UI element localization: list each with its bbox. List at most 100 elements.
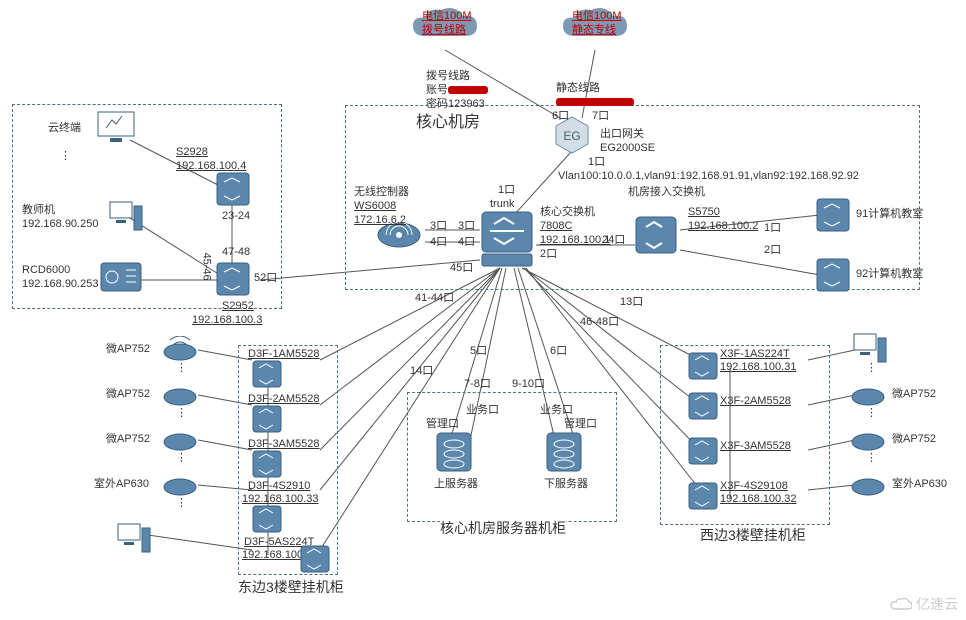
down-server — [544, 430, 584, 474]
dial-pwd: 密码123963 — [426, 98, 485, 111]
core-p3r: 3口 — [458, 220, 475, 233]
core-p5: 5口 — [470, 345, 487, 358]
zone-east-title: 东边3楼壁挂机柜 — [238, 577, 344, 597]
acc-p2: 2口 — [764, 244, 781, 257]
pc-icon — [108, 200, 144, 234]
core-p45: 45口 — [450, 262, 473, 275]
core-p3l: 3口 — [430, 220, 447, 233]
x1-sw — [688, 352, 718, 380]
lap2-icon — [162, 381, 198, 407]
cloud-logo-icon — [890, 596, 912, 612]
switch-icon — [634, 215, 678, 255]
acc-p1: 1口 — [764, 222, 781, 235]
core-ip: 192.168.100.1 — [540, 234, 610, 247]
room92-label: 92计算机教室 — [856, 268, 923, 281]
room-92 — [816, 258, 850, 292]
zone-west-title: 西边3楼壁挂机柜 — [700, 525, 806, 545]
rcd-name: RCD6000 — [22, 264, 70, 277]
wlc-name: 无线控制器 — [354, 186, 409, 199]
wlc-ip: 172.16.6.2 — [354, 214, 406, 227]
rap3: 室外AP630 — [892, 478, 947, 491]
eg-vlan: Vlan100:10.0.0.1,vlan91:192.168.91.91,vl… — [558, 170, 859, 183]
core-p4r: 4口 — [458, 236, 475, 249]
core-p46-48: 46-48口 — [580, 316, 619, 329]
d4-name: D3F-4S2910 — [248, 480, 310, 493]
x3: X3F-3AM5528 — [720, 440, 791, 453]
svg-text:EG: EG — [563, 129, 580, 143]
pc-icon — [852, 332, 888, 366]
s2952-p52: 52口 — [254, 272, 277, 285]
teacher-name: 教师机 — [22, 204, 55, 217]
core-model: 7808C — [540, 220, 572, 233]
acc-ip: 192.168.100.2 — [688, 220, 758, 233]
rap2: 微AP752 — [892, 433, 936, 446]
teacher-ip: 192.168.90.250 — [22, 218, 98, 231]
d1-sw — [252, 360, 282, 388]
core-p6: 6口 — [550, 345, 567, 358]
lap4-icon — [162, 471, 198, 497]
x4-name: X3F-4S29108 — [720, 480, 788, 493]
pc-icon — [116, 522, 152, 556]
core-p13: 13口 — [620, 296, 643, 309]
x2-sw — [688, 392, 718, 420]
s2952-ip: 192.168.100.3 — [192, 314, 262, 327]
x4-ip: 192.168.100.32 — [720, 493, 796, 506]
rcd-ip: 192.168.90.253 — [22, 278, 98, 291]
s2952-p45: 45-46 — [199, 253, 212, 281]
server-icon — [434, 430, 474, 474]
acc-name: 机房接入交换机 — [628, 186, 705, 199]
x1-ip: 192.168.100.31 — [720, 361, 796, 374]
x4-sw — [688, 482, 718, 510]
core-switch — [480, 210, 534, 268]
dots-r2: ⋮ — [866, 452, 877, 465]
up-server — [434, 430, 474, 474]
dots-l2: ⋮ — [176, 407, 187, 420]
d3-sw — [252, 450, 282, 478]
switch-icon — [816, 258, 850, 292]
room-91 — [816, 198, 850, 232]
lap3-icon — [162, 426, 198, 452]
zone-core-title: 核心机房 — [416, 108, 480, 132]
rap1: 微AP752 — [892, 388, 936, 401]
d2-sw — [252, 405, 282, 433]
s2952-name: S2952 — [222, 300, 254, 313]
rap1-icon — [850, 381, 886, 407]
cloud-dial-l1: 电信100M — [422, 10, 472, 23]
dots-l4: ⋮ — [176, 497, 187, 510]
switch-icon — [480, 210, 534, 268]
rap3-icon — [850, 471, 886, 497]
eg-name: 出口网关 — [600, 128, 644, 141]
static-title: 静态线路 — [556, 82, 600, 95]
core-p2: 2口 — [540, 248, 557, 261]
eg-p1: 1口 — [588, 156, 605, 169]
rcd6000 — [100, 262, 142, 292]
core-p78: 7-8口 — [464, 378, 491, 391]
biz1: 业务口 — [466, 404, 499, 417]
lap2: 微AP752 — [106, 388, 150, 401]
acc-model: S5750 — [688, 206, 720, 219]
eg-p6: 6口 — [552, 110, 569, 123]
cloud-static-l1: 电信100M — [572, 10, 622, 23]
lap3: 微AP752 — [106, 433, 150, 446]
dots-r1: ⋮ — [866, 407, 877, 420]
s2928 — [216, 172, 250, 206]
eg-p7: 7口 — [592, 110, 609, 123]
dots-l1: ⋮ — [176, 362, 187, 375]
core-p14: 14口 — [410, 365, 433, 378]
core-p910: 9-10口 — [512, 378, 545, 391]
dots-r0: ⋮ — [866, 362, 877, 375]
d5-sw — [300, 545, 330, 573]
core-trunk: trunk — [490, 198, 514, 211]
biz2: 业务口 — [540, 404, 573, 417]
cloud-term-label: 云终端 — [48, 122, 81, 135]
s2928-name: S2928 — [176, 146, 208, 159]
dial-acct: 账号 — [426, 84, 488, 97]
room91-label: 91计算机教室 — [856, 208, 923, 221]
dots1: ⋮ — [60, 150, 71, 163]
dots-l3: ⋮ — [176, 452, 187, 465]
switch-icon — [216, 172, 250, 206]
zone-server-title: 核心机房服务器机柜 — [440, 518, 566, 538]
server-icon — [544, 430, 584, 474]
cloud-term-icon — [96, 110, 136, 146]
switch-icon — [216, 262, 250, 296]
